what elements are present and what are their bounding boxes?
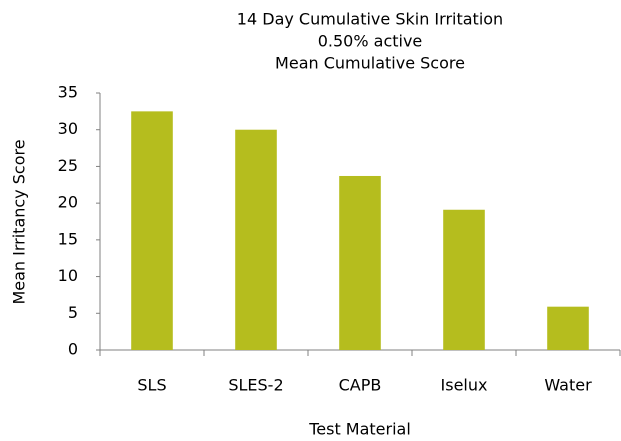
y-tick-label: 5 bbox=[68, 303, 78, 322]
bar bbox=[235, 129, 277, 350]
bar bbox=[547, 306, 589, 350]
bar bbox=[131, 111, 173, 350]
x-axis-label: Test Material bbox=[308, 420, 411, 439]
chart-title: 0.50% active bbox=[318, 32, 423, 51]
y-tick-label: 30 bbox=[58, 119, 78, 138]
y-tick-label: 35 bbox=[58, 83, 78, 102]
x-tick-label: Water bbox=[544, 376, 592, 395]
x-tick-label: CAPB bbox=[339, 376, 382, 395]
y-tick-label: 15 bbox=[58, 229, 78, 248]
chart-title: Mean Cumulative Score bbox=[275, 54, 465, 73]
x-tick-label: SLS bbox=[137, 376, 166, 395]
bar bbox=[339, 175, 381, 350]
y-axis-label: Mean Irritancy Score bbox=[10, 139, 29, 304]
x-tick-label: Iselux bbox=[441, 376, 488, 395]
y-tick-label: 25 bbox=[58, 156, 78, 175]
bar bbox=[443, 209, 485, 350]
x-tick-label: SLES-2 bbox=[228, 376, 283, 395]
y-tick-label: 0 bbox=[68, 340, 78, 359]
y-tick-label: 10 bbox=[58, 266, 78, 285]
y-tick-label: 20 bbox=[58, 193, 78, 212]
chart-title: 14 Day Cumulative Skin Irritation bbox=[237, 10, 503, 29]
